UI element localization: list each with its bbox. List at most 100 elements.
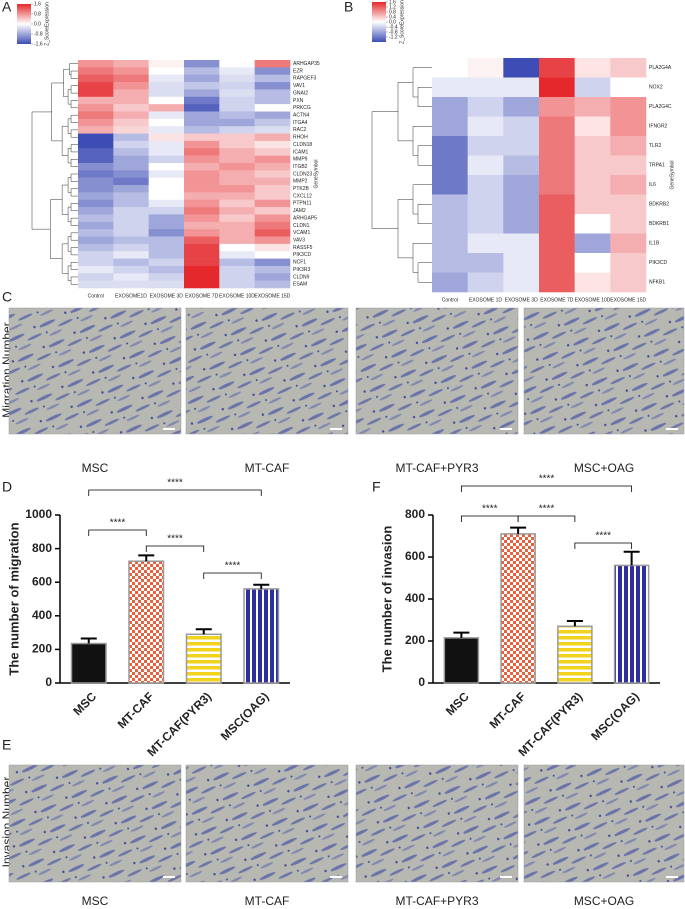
micrograph [355,307,519,435]
heatmap-cell [184,170,220,178]
dendrogram [412,243,432,273]
colorbar-label: 0.8 [34,11,41,17]
dendrogram [70,70,78,79]
heatmap-cell [432,136,468,156]
heatmap-cell [184,273,220,281]
heatmap-cell [184,111,220,120]
scale-bar [500,428,512,430]
micrograph [8,764,182,883]
dendrogram [70,247,78,256]
heatmap-cell [467,253,504,273]
heatmap-cell [78,96,114,105]
heatmap-cell [184,207,220,215]
heatmap-cell [219,251,255,259]
heatmap-cell [78,170,114,178]
heatmap-cell [219,118,255,127]
image-caption: MT-CAF [245,894,290,908]
heatmap-cell [184,126,220,134]
heatmap-cell [610,58,647,78]
row-label: ITGA4 [293,120,308,126]
dendrogram [70,203,78,212]
panel-label: C [2,289,12,305]
heatmap-cell [78,60,114,68]
row-label: ICAM1 [293,149,309,155]
heatmap-cell [539,194,575,215]
heatmap-cell [148,60,185,68]
row-label: RHOH [293,135,308,141]
heatmap-cell [113,214,149,223]
heatmap-cell [113,258,149,267]
heatmap-cell [148,67,185,76]
heatmap-cell [610,194,647,215]
heatmap-cell [574,253,611,273]
heatmap-cell [113,229,149,237]
row-label: PLA2G4C [649,104,672,110]
bar [243,588,280,684]
colorbar-label: 0.0 [389,19,396,25]
heatmap-cell [610,272,647,293]
dendrogram [70,114,78,123]
heatmap-cell [574,116,611,137]
heatmap-cell [610,214,647,234]
row-label: NFKB1 [649,280,665,286]
significance-label: **** [595,531,611,542]
heatmap-cell [184,258,220,267]
heatmap-cell [574,77,611,98]
heatmap-cell [574,175,611,195]
heatmap-cell [113,185,149,193]
row-label: ARHGAP35 [293,61,320,67]
heatmap-cell [219,229,255,237]
heatmap-cell [254,258,291,267]
heatmap-cell [184,133,220,142]
heatmap-cell [113,140,149,149]
heatmap-cell [254,280,291,289]
error-bar [253,583,270,589]
heatmap-cell [254,170,291,178]
dendrogram [61,184,69,215]
heatmap-cell [254,243,291,252]
y-tick-label: 0 [45,675,52,689]
row-label: CLDN9 [293,274,310,280]
heatmap-cell [148,104,185,112]
heatmap-cell [503,136,540,156]
heatmap-cell [254,118,291,127]
significance-label: **** [482,504,498,515]
row-label: JAM2 [293,208,306,214]
bar [128,560,165,684]
heatmap-cell [219,133,255,142]
heatmap-cell [113,155,149,164]
heatmap-cell [432,175,468,195]
bar [557,625,593,684]
heatmap-cell [503,253,540,273]
error-bar [623,550,640,566]
x-tick-label: MSC [70,689,99,718]
error-bar [453,631,470,638]
scale-bar [330,876,342,878]
heatmap-cell [113,251,149,259]
heatmap-cell [467,272,504,293]
significance-bracket [88,529,147,536]
scale-bar [330,428,342,430]
heatmap-cell [113,96,149,105]
dendrogram [69,63,78,75]
heatmap-cell [184,214,220,223]
heatmap-cell [113,148,149,156]
row-label: RAPGEF3 [293,76,317,82]
heatmap-cell [148,280,185,289]
y-tick-label: 1000 [25,507,52,521]
heatmap-cell [78,229,114,237]
heatmap-cell [78,111,114,120]
heatmap-cell [574,58,611,78]
dendrogram [67,265,72,281]
dendrogram [417,262,432,283]
panel-label: F [372,479,381,495]
heatmap-cell [254,207,291,215]
dendrogram [61,243,69,274]
x-tick-label: MSC(OAG) [588,689,642,743]
heatmap-cell [184,236,220,245]
heatmap-cell [254,104,291,112]
heatmap-cell [78,133,114,142]
heatmap-cell [610,155,647,176]
error-bar [195,628,212,635]
dendrogram [63,68,70,98]
